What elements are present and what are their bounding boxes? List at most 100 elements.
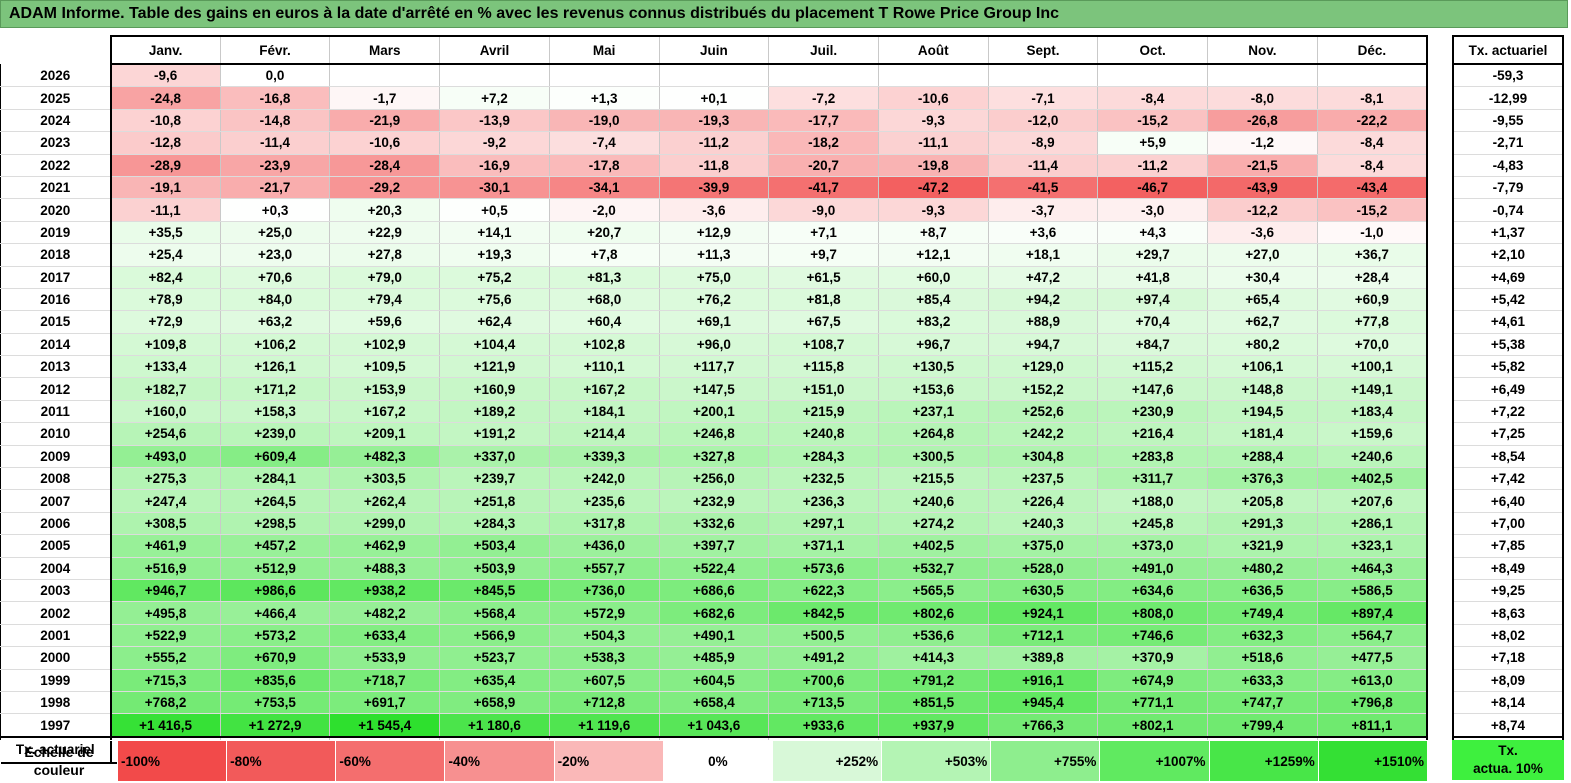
value-cell: +264,5 — [220, 489, 331, 513]
value-cell: +986,6 — [220, 579, 331, 603]
value-cell: +436,0 — [549, 534, 660, 558]
value-cell: +126,1 — [220, 355, 331, 379]
year-label: 2020 — [0, 198, 112, 222]
value-cell: +518,6 — [1207, 646, 1318, 670]
value-cell: +712,8 — [549, 691, 660, 715]
value-cell — [439, 64, 550, 88]
value-cell: -1,7 — [329, 86, 441, 110]
table-row: 2023 -12,8 -11,4 -10,6 -9,2 -7,4 -11,2 -18,2 -11… — [0, 131, 1428, 155]
year-label: 2001 — [0, 624, 112, 648]
tx-scale-line2: actua. 10% — [1473, 761, 1543, 776]
value-cell: -7,4 — [549, 131, 660, 155]
value-cell: +746,6 — [1097, 624, 1209, 648]
value-cell: +205,8 — [1207, 489, 1318, 513]
scale-step: +1007% — [1099, 740, 1210, 782]
value-cell: -28,4 — [329, 154, 441, 177]
value-cell: +485,9 — [659, 646, 770, 670]
value-cell: -8,0 — [1207, 86, 1318, 110]
value-cell: +482,3 — [329, 445, 441, 469]
value-cell: +94,7 — [988, 333, 1099, 357]
value-cell: +23,0 — [220, 243, 331, 267]
value-cell: +209,1 — [329, 422, 441, 446]
table-row: 2018 +25,4 +23,0 +27,8 +19,3 +7,8 +11,3 +9,7 +12… — [0, 243, 1428, 267]
scale-step: +1510% — [1317, 740, 1429, 782]
value-cell: +106,2 — [220, 333, 331, 357]
value-cell: +3,6 — [988, 221, 1099, 245]
scale-step: +755% — [990, 740, 1101, 782]
value-cell: +133,4 — [110, 355, 221, 379]
value-cell: +658,4 — [659, 691, 770, 715]
table-row: 2012 +182,7 +171,2 +153,9 +160,9 +167,2 +147,5… — [0, 377, 1428, 401]
value-cell: -8,1 — [1317, 86, 1428, 110]
month-header: Sept. — [988, 35, 1099, 65]
value-cell: +297,1 — [768, 512, 879, 536]
year-label: 2022 — [0, 154, 112, 177]
page-title: ADAM Informe. Table des gains en euros à… — [0, 0, 1568, 28]
value-cell: -12,2 — [1207, 198, 1318, 222]
value-cell: +215,5 — [878, 467, 989, 491]
value-cell: +81,8 — [768, 288, 879, 312]
value-cell: -41,5 — [988, 176, 1099, 200]
month-header: Oct. — [1097, 35, 1209, 65]
value-cell: +171,2 — [220, 377, 331, 401]
value-cell: +9,7 — [768, 243, 879, 267]
value-cell: -8,4 — [1317, 131, 1428, 155]
value-cell: +609,4 — [220, 445, 331, 469]
tx-value: +7,22 — [1452, 400, 1564, 424]
value-cell: +300,5 — [878, 445, 989, 469]
value-cell: +75,6 — [439, 288, 550, 312]
year-label: 2007 — [0, 489, 112, 513]
value-cell: +61,5 — [768, 266, 879, 289]
value-cell: +191,2 — [439, 422, 550, 446]
value-cell: +8,7 — [878, 221, 989, 245]
value-cell: +79,4 — [329, 288, 441, 312]
value-cell — [1207, 64, 1318, 88]
month-header: Févr. — [220, 35, 331, 65]
table-row: 2011 +160,0 +158,3 +167,2 +189,2 +184,1 +200,1… — [0, 400, 1428, 424]
value-cell: +613,0 — [1317, 669, 1428, 692]
value-cell: 0,0 — [220, 64, 331, 88]
year-label: 2016 — [0, 288, 112, 312]
value-cell: +682,6 — [659, 601, 770, 625]
value-cell: +115,2 — [1097, 355, 1209, 379]
value-cell: +718,7 — [329, 669, 441, 692]
value-cell: +82,4 — [110, 266, 221, 289]
value-cell: +239,0 — [220, 422, 331, 446]
value-cell: -11,4 — [220, 131, 331, 155]
value-cell: +897,4 — [1317, 601, 1428, 625]
value-cell: -2,0 — [549, 198, 660, 222]
year-label: 2018 — [0, 243, 112, 267]
year-label: 2012 — [0, 377, 112, 401]
table-row: 2005 +461,9 +457,2 +462,9 +503,4 +436,0 +397,7… — [0, 534, 1428, 558]
value-cell: -34,1 — [549, 176, 660, 200]
tx-value: +8,02 — [1452, 624, 1564, 648]
value-cell: +84,7 — [1097, 333, 1209, 357]
scale-step: +252% — [771, 740, 883, 782]
value-cell: +522,4 — [659, 557, 770, 580]
value-cell: +242,2 — [988, 422, 1099, 446]
value-cell: +20,3 — [329, 198, 441, 222]
value-cell: +94,2 — [988, 288, 1099, 312]
scale-label: Echelle de couleur — [0, 740, 118, 782]
value-cell: -19,3 — [659, 109, 770, 133]
value-cell: +167,2 — [549, 377, 660, 401]
value-cell: +102,8 — [549, 333, 660, 357]
value-cell: -11,8 — [659, 154, 770, 177]
value-cell: -8,4 — [1317, 154, 1428, 177]
tx-value: -0,74 — [1452, 198, 1564, 222]
year-label: 2010 — [0, 422, 112, 446]
table-row: 2006 +308,5 +298,5 +299,0 +284,3 +317,8 +332,6… — [0, 512, 1428, 536]
value-cell: +60,4 — [549, 310, 660, 334]
value-cell: +284,3 — [439, 512, 550, 536]
value-cell: +80,2 — [1207, 333, 1318, 357]
value-cell: -7,1 — [988, 86, 1099, 110]
value-cell: -11,2 — [659, 131, 770, 155]
tx-value: +8,54 — [1452, 445, 1564, 469]
value-cell: +60,0 — [878, 266, 989, 289]
tx-value: +8,74 — [1452, 713, 1564, 738]
value-cell: +674,9 — [1097, 669, 1209, 692]
value-cell: +491,2 — [768, 646, 879, 670]
value-cell: +85,4 — [878, 288, 989, 312]
tx-scale-line1: Tx. — [1498, 743, 1518, 758]
value-cell: +532,7 — [878, 557, 989, 580]
